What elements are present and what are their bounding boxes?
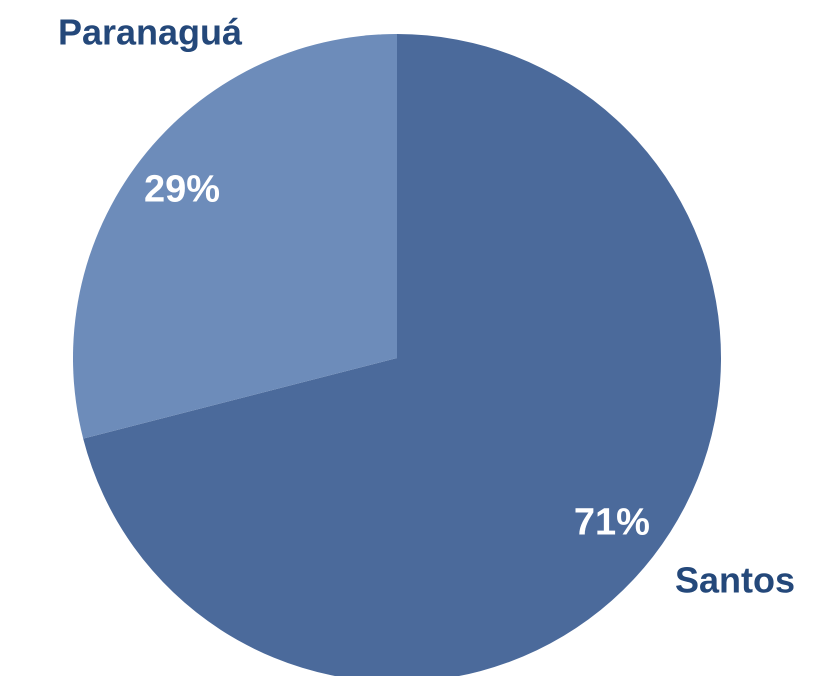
value-label: 71% bbox=[574, 502, 650, 544]
pie-slice bbox=[83, 34, 721, 676]
value-label: 29% bbox=[144, 168, 220, 210]
pie-slice bbox=[72, 34, 397, 439]
category-label: Santos bbox=[675, 560, 795, 601]
category-label: Paranaguá bbox=[58, 12, 243, 53]
